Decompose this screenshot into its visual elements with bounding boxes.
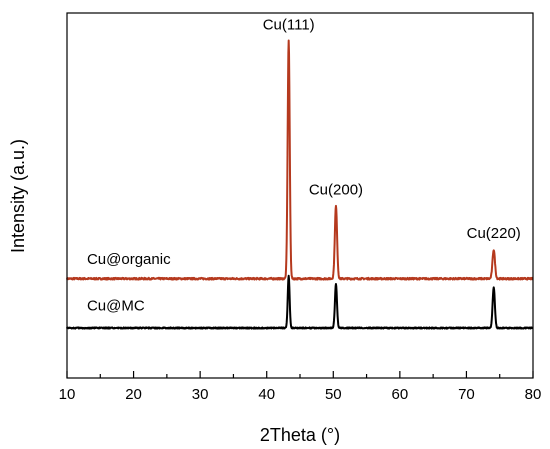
series-line-cu-mc — [66, 274, 534, 330]
y-axis-title: Intensity (a.u.) — [8, 139, 28, 253]
peak-label: Cu(200) — [309, 182, 363, 199]
x-tick-label: 10 — [59, 386, 76, 403]
series-layer — [66, 39, 534, 330]
series-label: Cu@MC — [87, 298, 145, 315]
x-tick-label: 80 — [525, 386, 542, 403]
annotation-layer: Cu(111) Cu(200) Cu(220) Cu@organic Cu@MC — [87, 16, 521, 314]
peak-label: Cu(111) — [263, 16, 315, 33]
x-tick-label: 60 — [392, 386, 409, 403]
x-tick-label: 30 — [192, 386, 209, 403]
x-tick-label: 50 — [325, 386, 342, 403]
x-tick-label: 70 — [458, 386, 475, 403]
series-line-cu-organic — [66, 39, 534, 281]
x-tick-label: 40 — [258, 386, 275, 403]
x-axis-title: 2Theta (°) — [260, 425, 340, 445]
peak-label: Cu(220) — [467, 225, 521, 242]
series-label: Cu@organic — [87, 251, 171, 268]
x-axis-ticks: 10 20 30 40 50 60 70 80 — [59, 371, 542, 403]
x-tick-label: 20 — [125, 386, 142, 403]
